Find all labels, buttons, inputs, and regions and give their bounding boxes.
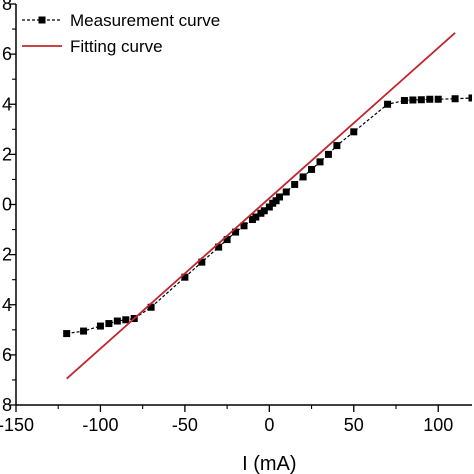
measurement-point-20 — [272, 197, 280, 205]
measurement-point-22 — [282, 188, 290, 196]
legend: Measurement curve Fitting curve — [22, 11, 220, 56]
measurement-point-3 — [105, 320, 113, 328]
legend-label: Measurement curve — [70, 11, 220, 30]
measurement-point-32 — [409, 96, 417, 104]
measurement-point-25 — [308, 165, 316, 173]
x-tick-label: -150 — [0, 415, 34, 435]
x-tick-label: 0 — [264, 415, 274, 435]
measurement-point-7 — [147, 303, 155, 311]
measurement-point-21 — [275, 193, 283, 201]
y-tick-label: 8 — [2, 395, 12, 415]
measurement-point-18 — [265, 203, 273, 211]
measurement-point-23 — [291, 180, 299, 188]
measurement-point-29 — [350, 128, 358, 136]
y-tick-label: 4 — [2, 94, 12, 114]
measurement-point-33 — [417, 96, 425, 104]
measurement-point-5 — [122, 316, 130, 324]
plot-area — [63, 32, 472, 380]
x-tick-label: -50 — [172, 415, 198, 435]
y-tick-label: 8 — [2, 0, 12, 14]
measurement-point-26 — [316, 158, 324, 166]
legend-label: Fitting curve — [70, 37, 163, 56]
measurement-point-34 — [426, 95, 434, 103]
legend-item-0: Measurement curve — [22, 11, 220, 30]
measurement-point-24 — [299, 173, 307, 181]
measurement-point-13 — [240, 222, 248, 230]
axis-tick-labels: -150 -100 -50 0 50 100 8 6 4 2 0 2 4 6 8 — [0, 0, 453, 435]
y-tick-label: 6 — [2, 345, 12, 365]
axis-ticks — [9, 3, 472, 412]
y-tick-label: 6 — [2, 44, 12, 64]
measurement-point-0 — [63, 330, 71, 338]
measurement-point-30 — [384, 100, 392, 108]
x-tick-label: -100 — [82, 415, 118, 435]
measurement-point-37 — [468, 94, 472, 102]
x-tick-label: 100 — [423, 415, 453, 435]
measurement-point-8 — [181, 273, 189, 281]
measurement-point-28 — [333, 142, 341, 150]
measurement-point-35 — [434, 95, 442, 103]
y-tick-label: 4 — [2, 295, 12, 315]
measurement-point-17 — [260, 207, 268, 215]
x-axis-label: I (mA) — [242, 453, 296, 474]
y-tick-label: 0 — [2, 195, 12, 215]
measurement-point-10 — [215, 243, 223, 251]
measurement-point-31 — [400, 96, 408, 104]
fitting-curve-line — [66, 32, 456, 380]
legend-measurement-marker — [38, 16, 46, 24]
measurement-point-1 — [80, 327, 88, 335]
measurement-point-11 — [223, 236, 231, 244]
measurement-point-4 — [113, 317, 121, 325]
y-tick-label: 2 — [2, 245, 12, 265]
measurement-point-27 — [324, 150, 332, 158]
measurement-point-12 — [232, 228, 240, 236]
y-tick-label: 2 — [2, 144, 12, 164]
measurement-point-9 — [198, 258, 206, 266]
series-group — [63, 32, 472, 380]
measurement-point-36 — [451, 95, 459, 103]
legend-item-1: Fitting curve — [22, 37, 163, 56]
measurement-point-2 — [96, 322, 104, 330]
measurement-point-15 — [252, 213, 260, 221]
x-tick-label: 50 — [344, 415, 364, 435]
